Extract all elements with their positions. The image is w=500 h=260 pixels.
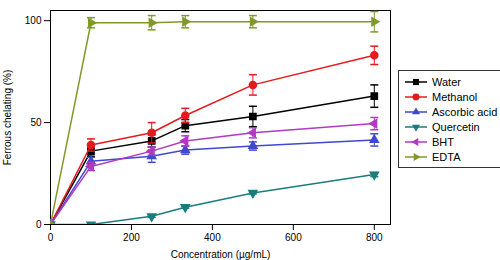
svg-text:Ferrous chelating (%): Ferrous chelating (%)	[2, 70, 13, 166]
html-text:Quercetin: Quercetin	[432, 120, 480, 133]
svg-text:600: 600	[285, 232, 302, 243]
html-text:Water: Water	[432, 75, 461, 88]
html-text:EDTA: EDTA	[432, 150, 461, 163]
svg-text:200: 200	[123, 232, 140, 243]
svg-text:800: 800	[366, 232, 383, 243]
html-text:BHT: BHT	[432, 135, 454, 148]
svg-text:400: 400	[204, 232, 221, 243]
svg-text:Concentration (µg/mL): Concentration (µg/mL)	[171, 249, 271, 260]
svg-text:0: 0	[48, 232, 54, 243]
html-text:Methanol: Methanol	[432, 90, 478, 103]
svg-text:50: 50	[30, 117, 42, 128]
svg-text:0: 0	[36, 219, 42, 230]
svg-text:100: 100	[25, 15, 42, 26]
html-text:Ascorbic acid: Ascorbic acid	[432, 105, 498, 118]
